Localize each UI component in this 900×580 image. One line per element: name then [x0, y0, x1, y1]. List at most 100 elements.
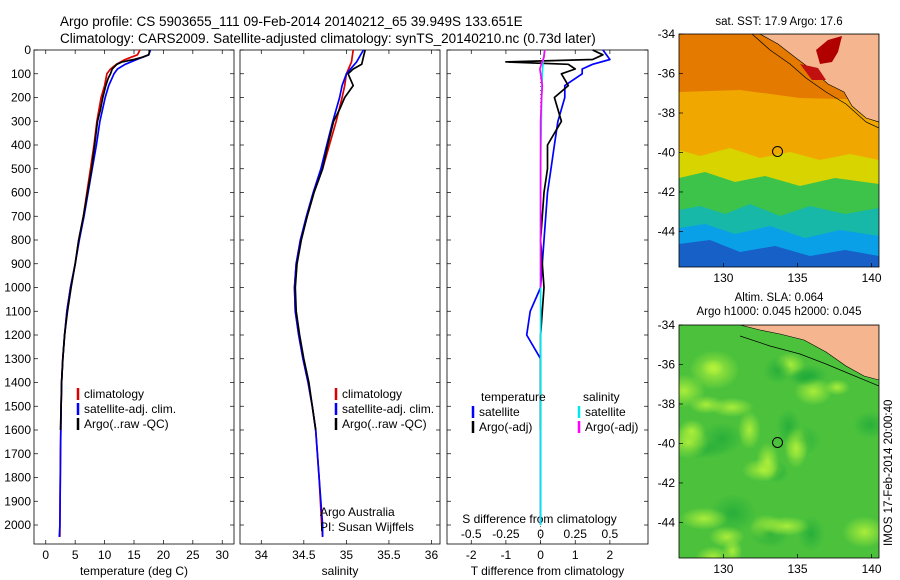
map-y-tick-label: -44	[658, 224, 676, 238]
x-tick-label: 2	[607, 548, 614, 562]
sla-land-australia	[739, 325, 879, 381]
y-tick-label: 2000	[4, 518, 31, 532]
imos-timestamp: IMOS 17-Feb-2014 20:00:40	[883, 400, 895, 546]
sst-map-axes: 130 135 140 -34 -36 -38 -40 -42 -44	[658, 27, 882, 285]
sla-map-frame	[678, 324, 880, 559]
sst-map-frame	[678, 33, 880, 268]
sst-band-blue	[679, 240, 879, 267]
sla-map-title: Altim. SLA: 0.064	[735, 292, 824, 304]
map-y-tick-label: -38	[658, 397, 676, 411]
y-tick-label: 900	[11, 257, 31, 271]
series-line-3	[59, 50, 151, 431]
sla-anomaly-blob	[709, 397, 754, 417]
x-axis-label: salinity	[322, 564, 359, 578]
sla-anomaly-blob	[738, 410, 761, 450]
x-tick-label: 10	[98, 548, 112, 562]
x-tick-label: 25	[186, 548, 200, 562]
sla-shelf-contour	[739, 335, 879, 387]
y-tick-label: 1300	[4, 352, 31, 366]
figure-title-line-1: Argo profile: CS 5903655_111 09-Feb-2014…	[60, 14, 523, 29]
series-line-1	[525, 49, 611, 525]
s-tick-label: 0	[537, 527, 544, 541]
salinity-profile-panel: 34 34.5 35 35.5 36 salinity climatologysatelli…	[239, 49, 441, 578]
legend-label: satellite	[479, 405, 520, 419]
legend-title-temperature: temperature	[481, 390, 546, 404]
sst-map-title: sat. SST: 17.9 Argo: 17.6	[715, 16, 842, 28]
legend-label: climatology	[84, 387, 144, 401]
sla-anomaly-blob	[842, 516, 879, 548]
map-x-tick-label: 135	[788, 271, 808, 285]
x-tick-label: -1	[501, 548, 512, 562]
map-y-tick-label: -40	[658, 436, 676, 450]
sst-map-panel	[679, 34, 879, 267]
y-tick-label: 100	[11, 67, 31, 81]
sla-map-axes: 130 135 140 -34 -36 -38 -40 -42 -44	[658, 318, 882, 576]
sla-anomaly-blob	[762, 516, 810, 536]
map-x-tick-label: 130	[713, 562, 733, 576]
legend-label: Argo(..raw -QC)	[342, 417, 427, 431]
legend-title-salinity: salinity	[583, 390, 620, 404]
x-tick-label: 34.5	[292, 548, 316, 562]
map-x-tick-label: 140	[862, 271, 882, 285]
y-tick-label: 700	[11, 209, 31, 223]
x-tick-label: 5	[72, 548, 79, 562]
legend-label: satellite-adj. clim.	[342, 402, 434, 416]
sst-shelf-contour	[751, 34, 879, 129]
x-tick-label: 20	[157, 548, 171, 562]
sla-anomaly-blob	[853, 411, 879, 439]
sla-anomaly-blob	[722, 538, 743, 558]
series-line-2	[505, 49, 604, 430]
map-x-tick-label: 135	[788, 562, 808, 576]
map-y-tick-label: -36	[658, 357, 676, 371]
sla-anomaly-blob	[679, 374, 706, 408]
legend-label: satellite-adj. clim.	[84, 402, 176, 416]
map-y-tick-label: -34	[658, 27, 676, 41]
x-tick-label: 35	[340, 548, 354, 562]
sla-map-subtitle: Argo h1000: 0.045 h2000: 0.045	[697, 306, 862, 318]
x-tick-label: 34	[255, 548, 269, 562]
s-tick-label: -0.5	[461, 527, 482, 541]
y-tick-label: 600	[11, 186, 31, 200]
sla-anomaly-blob	[763, 356, 793, 385]
map-y-tick-label: -38	[658, 106, 676, 120]
plot-frame	[446, 49, 649, 545]
sst-map-float-marker	[772, 145, 784, 157]
map-y-tick-label: -44	[658, 515, 676, 529]
x-tick-label: -2	[466, 548, 477, 562]
legend-label: satellite	[585, 405, 626, 419]
series-line-3	[294, 49, 366, 431]
legend-label: climatology	[342, 387, 402, 401]
sla-anomaly-blob	[742, 458, 784, 482]
owner-annotation: Argo Australia	[320, 505, 395, 519]
plot-frame	[239, 49, 441, 545]
map-y-tick-label: -42	[658, 185, 676, 199]
map-x-tick-label: 130	[713, 271, 733, 285]
y-tick-label: 500	[11, 162, 31, 176]
x-tick-label: 1	[572, 548, 579, 562]
sst-land-peninsula	[816, 36, 842, 64]
y-tick-label: 1400	[4, 376, 31, 390]
map-y-tick-label: -36	[658, 66, 676, 80]
y-tick-label: 200	[11, 91, 31, 105]
sla-anomaly-blob	[787, 367, 821, 387]
y-tick-label: 1800	[4, 471, 31, 485]
difference-profile-panel: -2 -1 0 1 2 T difference from climatology -0.5…	[446, 49, 649, 578]
y-tick-label: 1500	[4, 399, 31, 413]
y-tick-label: 1000	[4, 281, 31, 295]
sla-anomaly-field	[679, 350, 879, 558]
x-axis-label: temperature (deg C)	[80, 564, 188, 578]
map-y-tick-label: -42	[658, 476, 676, 490]
s-tick-label: -0.25	[492, 527, 520, 541]
y-tick-label: 400	[11, 138, 31, 152]
y-tick-label: 800	[11, 233, 31, 247]
x-tick-label: 30	[216, 548, 230, 562]
sla-map-float-marker	[772, 436, 784, 448]
s-tick-label: 0.25	[564, 527, 588, 541]
x-tick-label: 35.5	[377, 548, 401, 562]
sst-land-australia	[759, 34, 879, 123]
map-y-tick-label: -40	[658, 145, 676, 159]
map-y-tick-label: -34	[658, 318, 676, 332]
legend-label: Argo(-adj)	[585, 420, 638, 434]
y-tick-label: 300	[11, 114, 31, 128]
